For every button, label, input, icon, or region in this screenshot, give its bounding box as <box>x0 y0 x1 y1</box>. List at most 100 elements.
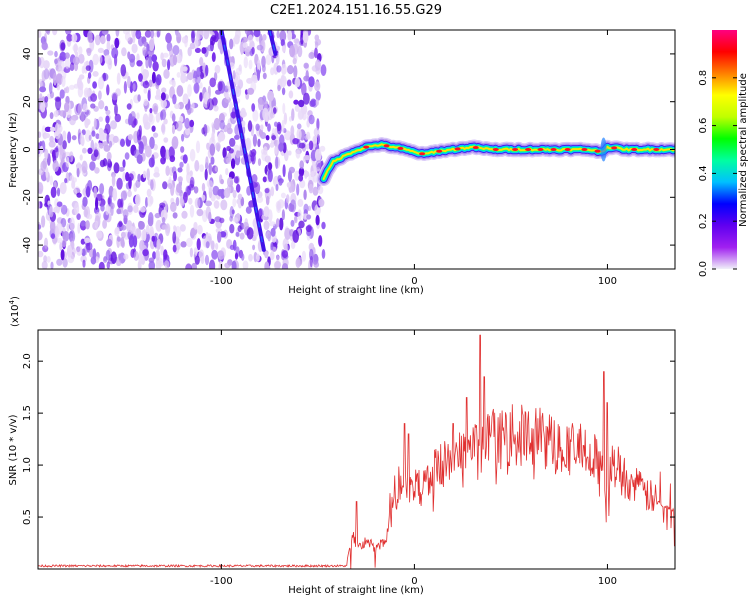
noise-speck <box>72 56 80 66</box>
noise-speck <box>306 214 311 220</box>
noise-speck <box>94 142 98 150</box>
noise-speck <box>262 64 266 73</box>
noise-speck <box>110 205 114 216</box>
noise-speck <box>217 231 222 243</box>
noise-speck <box>211 249 219 260</box>
noise-speck <box>120 190 127 201</box>
noise-speck <box>193 82 200 94</box>
noise-speck <box>287 65 294 75</box>
noise-speck <box>66 223 70 232</box>
noise-speck <box>214 64 221 74</box>
noise-speck <box>247 87 255 95</box>
noise-speck <box>114 37 120 49</box>
noise-speck <box>235 150 240 159</box>
y-tick-label: 1.5 <box>22 405 33 421</box>
noise-speck <box>102 72 107 82</box>
noise-speck <box>273 62 279 75</box>
noise-speck <box>148 79 153 88</box>
noise-speck <box>142 113 149 127</box>
noise-speck <box>59 51 67 62</box>
noise-speck <box>163 137 169 143</box>
noise-speck <box>309 255 313 268</box>
noise-speck <box>172 212 178 219</box>
noise-speck <box>50 233 56 240</box>
noise-speck <box>155 219 163 232</box>
noise-speck <box>130 225 135 234</box>
noise-speck <box>102 141 109 147</box>
noise-speck <box>206 98 214 111</box>
noise-speck <box>281 63 287 75</box>
noise-speck <box>217 250 225 260</box>
noise-speck <box>99 159 106 168</box>
noise-speck <box>179 161 184 168</box>
noise-speck <box>60 42 66 51</box>
noise-speck <box>151 54 158 63</box>
noise-speck <box>128 176 132 189</box>
noise-speck <box>202 62 206 73</box>
noise-speck <box>308 183 314 194</box>
noise-speck <box>292 138 299 145</box>
noise-speck <box>174 103 181 110</box>
noise-speck <box>152 251 157 260</box>
noise-speck <box>65 86 70 94</box>
noise-speck <box>74 202 80 215</box>
noise-speck <box>103 49 110 57</box>
noise-speck <box>318 235 323 247</box>
noise-speck <box>280 192 286 199</box>
noise-speck <box>174 226 182 239</box>
noise-speck <box>71 33 78 43</box>
noise-speck <box>128 113 133 126</box>
noise-speck <box>319 145 326 152</box>
ridge-peak <box>454 147 461 151</box>
noise-speck <box>269 251 275 261</box>
noise-speck <box>235 231 240 237</box>
noise-speck <box>297 45 303 58</box>
ridge-peak <box>611 146 618 150</box>
noise-speck <box>233 176 239 184</box>
noise-speck <box>248 254 253 262</box>
noise-speck <box>122 159 126 168</box>
noise-speck <box>265 135 270 141</box>
noise-speck <box>213 117 221 131</box>
noise-speck <box>276 30 280 39</box>
noise-speck <box>147 89 151 102</box>
noise-speck <box>76 192 82 198</box>
noise-speck <box>41 70 47 82</box>
noise-speck <box>143 98 148 107</box>
noise-speck <box>296 123 302 130</box>
noise-speck <box>194 160 200 172</box>
noise-speck <box>180 146 185 153</box>
noise-speck <box>261 151 268 162</box>
noise-speck <box>297 199 304 207</box>
noise-speck <box>234 252 239 260</box>
noise-speck <box>69 233 74 241</box>
snr-x-label: Height of straight line (km) <box>288 585 424 596</box>
spectrogram-panel: -100 0 100 -40 -20 0 20 40 Height of straight l… <box>8 29 676 296</box>
noise-speck <box>62 140 67 150</box>
noise-speck <box>262 34 267 41</box>
noise-speck <box>279 217 284 231</box>
noise-speck <box>293 99 299 105</box>
noise-speck <box>191 262 197 269</box>
noise-speck <box>110 251 117 264</box>
noise-speck <box>123 253 129 260</box>
noise-speck <box>50 126 56 132</box>
noise-speck <box>182 93 189 105</box>
noise-speck <box>275 183 279 192</box>
noise-speck <box>209 77 216 88</box>
noise-speck <box>54 122 60 136</box>
noise-speck <box>52 30 58 36</box>
noise-speck <box>59 110 67 117</box>
noise-speck <box>176 241 181 251</box>
noise-speck <box>255 123 260 131</box>
noise-speck <box>191 102 195 110</box>
noise-speck <box>66 33 73 42</box>
noise-speck <box>52 160 59 172</box>
noise-speck <box>65 30 72 35</box>
noise-speck <box>294 170 300 181</box>
noise-speck <box>85 220 90 230</box>
noise-speck <box>62 130 67 142</box>
noise-speck <box>82 103 88 113</box>
noise-speck <box>265 231 271 240</box>
noise-speck <box>275 156 279 169</box>
